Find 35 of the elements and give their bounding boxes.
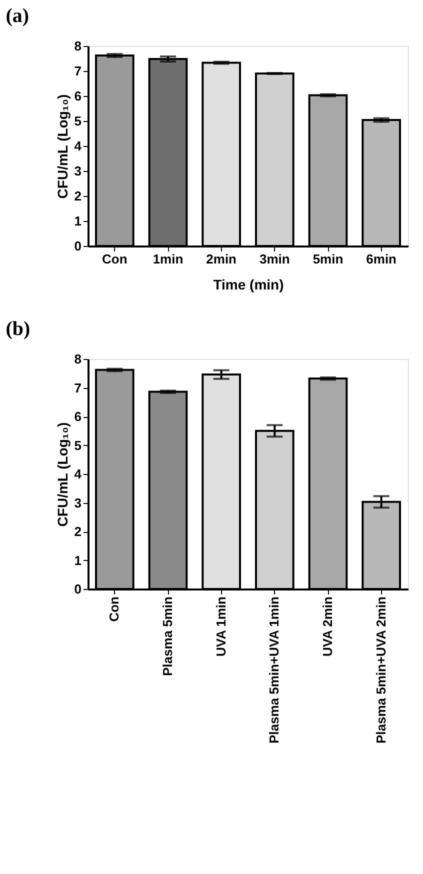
x-axis-title: Time (min) <box>213 276 284 292</box>
x-tick-label: Con <box>102 252 128 266</box>
y-tick-label: 6 <box>74 409 82 424</box>
x-tick-label: Plasma 5min <box>160 596 175 676</box>
x-tick-label: UVA 1min <box>213 596 228 656</box>
y-axis-title: CFU/mL (Log₁₀) <box>54 422 70 527</box>
chart-title: (b) <box>6 318 30 340</box>
x-tick-label: Plasma 5min+UVA 2min <box>373 596 388 744</box>
y-tick-label: 1 <box>74 214 82 228</box>
y-tick-label: 2 <box>74 524 82 539</box>
x-tick-label: 6min <box>366 252 397 266</box>
y-tick-label: 8 <box>74 352 82 366</box>
x-tick-label: 1min <box>152 252 184 266</box>
y-axis-title: CFU/mL (Log₁₀) <box>54 94 70 199</box>
y-tick-label: 4 <box>74 138 82 154</box>
y-tick-label: 0 <box>74 238 82 254</box>
y-tick-label: 7 <box>74 64 82 78</box>
x-tick-label: Plasma 5min+UVA 1min <box>266 596 282 744</box>
x-tick-label: 3min <box>259 252 290 266</box>
x-tick-label: 5min <box>312 252 344 266</box>
x-tick-label: Con <box>106 596 122 622</box>
y-tick-label: 1 <box>74 552 82 568</box>
x-tick-label: UVA 2min <box>320 596 335 656</box>
y-tick-label: 7 <box>74 380 82 396</box>
y-tick-label: 4 <box>74 466 82 482</box>
y-tick-label: 3 <box>74 164 82 178</box>
y-tick-label: 2 <box>74 188 82 204</box>
y-tick-label: 5 <box>74 438 82 453</box>
y-tick-label: 6 <box>74 88 82 104</box>
x-tick-label: 2min <box>206 252 237 266</box>
y-tick-label: 8 <box>74 38 82 54</box>
y-tick-label: 5 <box>74 114 82 128</box>
y-tick-label: 3 <box>74 495 82 510</box>
chart-title: (a) <box>6 5 30 27</box>
y-tick-label: 0 <box>74 582 82 596</box>
